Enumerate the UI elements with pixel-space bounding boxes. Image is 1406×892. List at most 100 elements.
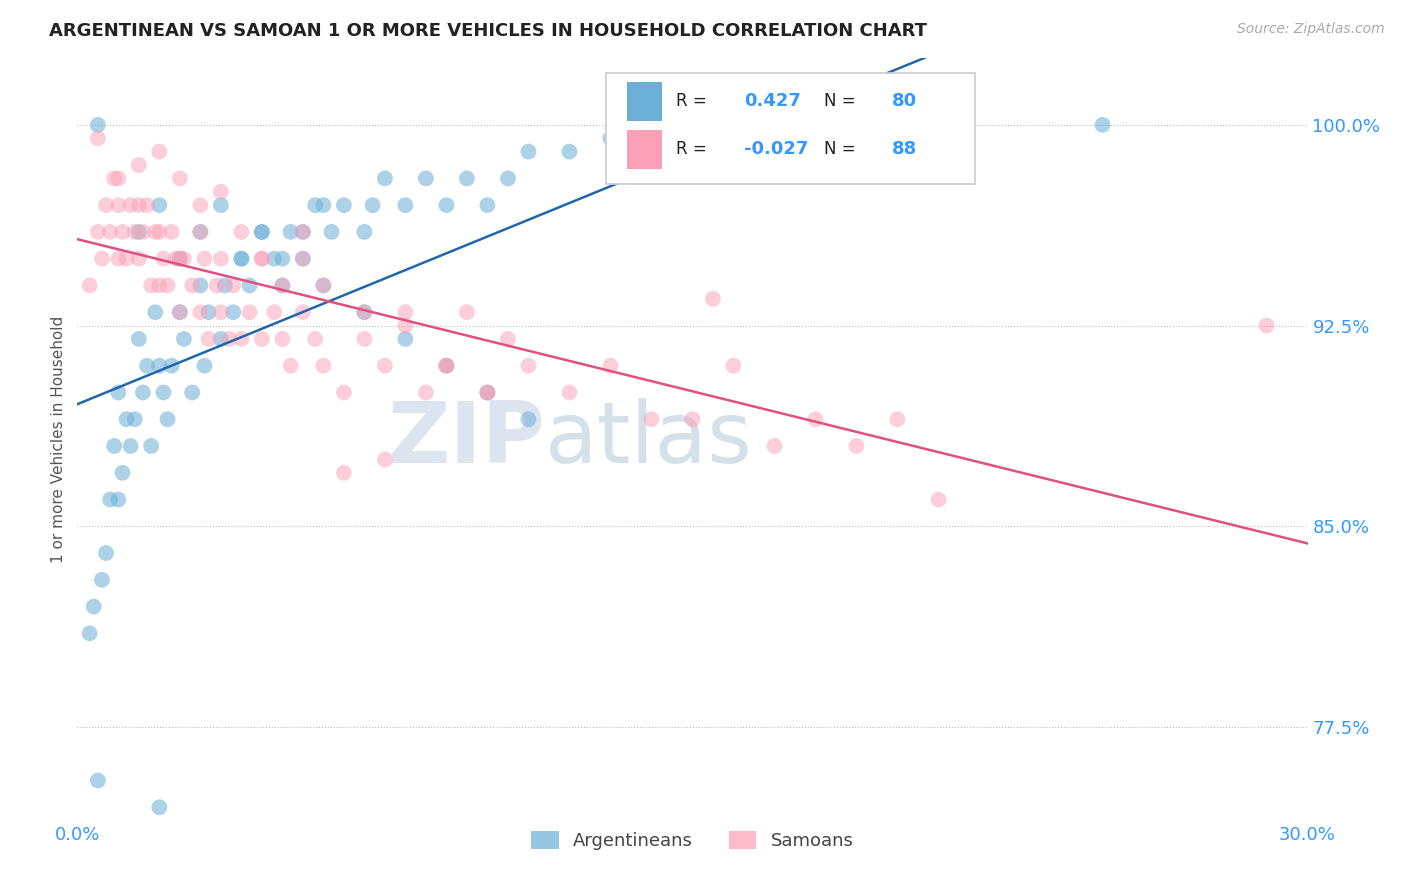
Point xyxy=(436,198,458,212)
Point xyxy=(804,118,827,132)
Point xyxy=(103,171,125,186)
Point xyxy=(804,412,827,426)
Point xyxy=(209,185,232,199)
Text: -0.027: -0.027 xyxy=(744,141,808,159)
Point xyxy=(845,439,868,453)
Point xyxy=(436,359,458,373)
Point xyxy=(517,359,540,373)
Point xyxy=(271,252,294,266)
Point xyxy=(90,573,114,587)
Point xyxy=(353,332,375,346)
Point xyxy=(599,131,621,145)
Point xyxy=(148,278,170,293)
Point xyxy=(128,332,150,346)
Point xyxy=(173,332,195,346)
Point xyxy=(222,305,245,319)
Point xyxy=(87,773,110,788)
Point xyxy=(115,252,138,266)
Point xyxy=(333,385,356,400)
Point xyxy=(148,800,170,814)
Point xyxy=(374,171,396,186)
Point xyxy=(599,359,621,373)
Point xyxy=(291,225,314,239)
Point xyxy=(197,305,219,319)
Point xyxy=(477,385,499,400)
Point xyxy=(87,118,110,132)
Point xyxy=(136,198,159,212)
Point xyxy=(160,225,183,239)
Point xyxy=(222,278,245,293)
Point xyxy=(165,252,187,266)
Point xyxy=(250,225,273,239)
Point xyxy=(280,225,302,239)
Point xyxy=(141,439,163,453)
Text: Source: ZipAtlas.com: Source: ZipAtlas.com xyxy=(1237,22,1385,37)
Point xyxy=(723,131,745,145)
Point xyxy=(415,385,437,400)
Point xyxy=(263,305,285,319)
Point xyxy=(928,492,950,507)
Point xyxy=(763,439,786,453)
Point xyxy=(477,385,499,400)
Point xyxy=(132,225,155,239)
Point xyxy=(312,198,335,212)
Point xyxy=(188,225,212,239)
Point xyxy=(394,305,416,319)
Point xyxy=(79,626,101,640)
Point xyxy=(90,252,114,266)
Point xyxy=(107,171,129,186)
Text: ZIP: ZIP xyxy=(387,398,546,481)
Point xyxy=(496,171,519,186)
Point xyxy=(87,131,110,145)
Point xyxy=(124,225,146,239)
Point xyxy=(209,332,232,346)
Point xyxy=(640,145,662,159)
Point xyxy=(124,412,146,426)
Point xyxy=(886,118,908,132)
Point xyxy=(188,225,212,239)
Point xyxy=(87,225,110,239)
Point xyxy=(312,278,335,293)
Point xyxy=(218,332,240,346)
Point xyxy=(115,412,138,426)
Point xyxy=(152,385,174,400)
Point xyxy=(477,198,499,212)
Point xyxy=(1256,318,1278,333)
Point xyxy=(886,412,908,426)
Point xyxy=(128,252,150,266)
Point xyxy=(321,225,343,239)
Point xyxy=(558,145,581,159)
Point xyxy=(723,359,745,373)
Legend: Argentineans, Samoans: Argentineans, Samoans xyxy=(524,823,860,857)
Point xyxy=(250,225,273,239)
Point xyxy=(231,252,253,266)
Text: R =: R = xyxy=(676,141,707,159)
Point xyxy=(94,546,117,560)
Point xyxy=(94,198,117,212)
Point xyxy=(845,131,868,145)
Point xyxy=(250,332,273,346)
Point xyxy=(98,492,121,507)
Point xyxy=(193,359,215,373)
Point xyxy=(193,252,215,266)
Point xyxy=(374,359,396,373)
Point xyxy=(188,278,212,293)
Bar xyxy=(627,82,662,120)
Point xyxy=(169,305,191,319)
Point xyxy=(231,225,253,239)
Point xyxy=(361,198,384,212)
Point xyxy=(107,492,129,507)
Point xyxy=(291,225,314,239)
Point xyxy=(98,225,121,239)
Bar xyxy=(627,130,662,169)
Point xyxy=(181,278,204,293)
Point xyxy=(111,225,134,239)
FancyBboxPatch shape xyxy=(606,73,976,184)
Point xyxy=(231,252,253,266)
Point xyxy=(128,198,150,212)
Point xyxy=(141,278,163,293)
Point xyxy=(107,385,129,400)
Point xyxy=(173,252,195,266)
Text: N =: N = xyxy=(824,141,856,159)
Text: R =: R = xyxy=(676,93,707,111)
